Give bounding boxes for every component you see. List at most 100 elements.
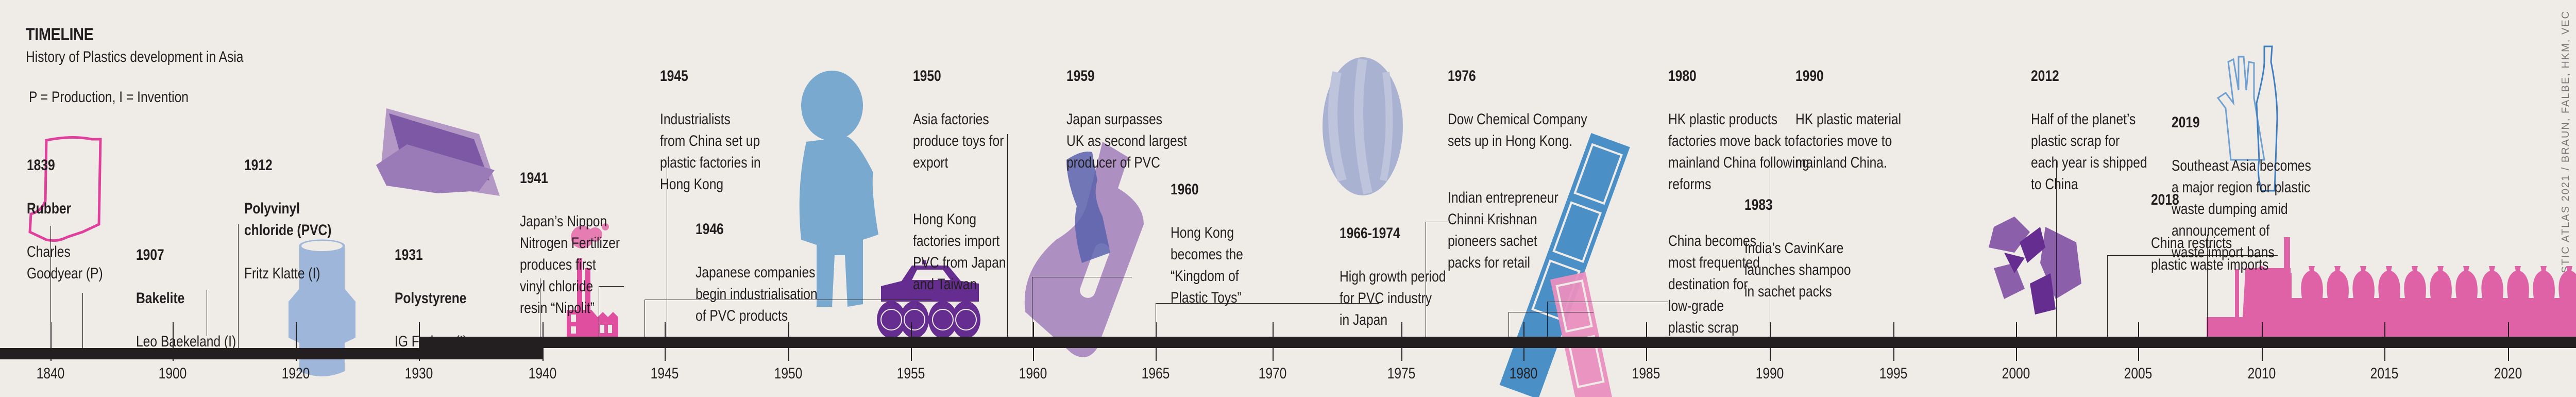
event-1907: 1907 Bakelite Leo Baekeland (I) [136, 223, 236, 374]
leader-line-1946 [599, 286, 624, 337]
leader-line-2019 [2207, 235, 2294, 337]
leader-line-1966 [1156, 303, 1379, 337]
event-year: 1980 [1668, 68, 1697, 85]
glove-and-bottle-icon [2216, 45, 2278, 192]
tick-label: 2005 [2124, 365, 2153, 382]
event-heading: Polyvinyl chloride (PVC) [244, 200, 332, 239]
tick-label: 1995 [1879, 365, 1908, 382]
event-text: India’s CavinKare launches shampoo in sa… [1744, 240, 1851, 300]
tick-label: 1960 [1019, 365, 1047, 382]
event-1950: 1950 Asia factories produce toys for exp… [913, 44, 1006, 317]
event-heading: Bakelite [136, 290, 185, 307]
event-year: 1950 [913, 68, 941, 85]
leader-line-1983 [1547, 302, 1668, 337]
event-text: Charles Goodyear (P) [27, 243, 103, 282]
tick-label: 1940 [528, 365, 557, 382]
tick-label: 1975 [1387, 365, 1416, 382]
event-1976: 1976 Dow Chemical Company sets up in Hon… [1448, 44, 1587, 295]
tick-label: 1920 [281, 365, 310, 382]
page-title: TIMELINE [26, 25, 94, 44]
event-text: Fritz Klatte (I) [244, 265, 320, 282]
event-text: IG Farben (I) [395, 333, 467, 350]
legend: P = Production, I = Invention [29, 89, 189, 106]
leader-line-1980 [1509, 312, 1594, 337]
event-text: HK plastic products factories move back … [1668, 111, 1809, 193]
event-text: Dow Chemical Company sets up in Hong Kon… [1448, 111, 1587, 150]
event-heading: Rubber [27, 200, 72, 217]
tick-label: 1965 [1141, 365, 1170, 382]
event-year: 2012 [2031, 68, 2059, 85]
tick-label: 1970 [1258, 365, 1287, 382]
event-year: 1941 [520, 170, 548, 187]
tick-label: 1985 [1632, 365, 1660, 382]
tick-label: 2000 [2002, 365, 2030, 382]
event-year: 1945 [660, 68, 688, 85]
tick-label: 1900 [158, 365, 187, 382]
event-text: High growth period for PVC industry in J… [1340, 268, 1446, 328]
event-1980: 1980 HK plastic products factories move … [1668, 44, 1809, 360]
tick-label: 2020 [2494, 365, 2522, 382]
event-text-secondary: China becomes most frequented destinatio… [1668, 233, 1760, 336]
event-2019: 2019 Southeast Asia becomes a major regi… [2172, 90, 2311, 285]
lunchbox-icon [376, 108, 500, 196]
event-year: 1946 [696, 221, 724, 238]
event-text: Japan surpasses UK as second largest pro… [1066, 111, 1187, 171]
event-year: 1990 [1795, 68, 1824, 85]
leader-line-1976 [1426, 222, 1524, 337]
crushed-bottle-icon [1066, 152, 1110, 263]
event-1966-1974: 1966-1974 High growth period for PVC ind… [1340, 201, 1446, 353]
leader-line-1959 [1007, 134, 1033, 337]
event-1960: 1960 Hong Kong becomes the “Kingdom of P… [1171, 157, 1243, 330]
event-year: 1959 [1066, 68, 1095, 85]
event-text: Leo Baekeland (I) [136, 333, 236, 350]
event-1839: 1839 Rubber Charles Goodyear (P) [27, 133, 103, 306]
event-year: 2018 [2151, 191, 2179, 208]
cargo-ship-icon [2207, 237, 2576, 338]
leader-line-1945 [667, 160, 697, 337]
event-1931: 1931 Polystyrene IG Farben (I) [395, 223, 467, 374]
factory-icon [567, 223, 618, 337]
child-silhouette-icon [799, 71, 878, 307]
event-year: 1912 [244, 157, 273, 174]
event-text: Southeast Asia becomes a major region fo… [2172, 157, 2311, 261]
timeline-bar-lower [0, 348, 543, 359]
leader-line-1960 [1032, 277, 1132, 337]
event-year: 1907 [136, 246, 164, 263]
event-1959: 1959 Japan surpasses UK as second larges… [1066, 44, 1187, 195]
event-1983: 1983 India’s CavinKare launches shampoo … [1744, 173, 1851, 324]
event-year: 1960 [1171, 181, 1199, 198]
tick-label: 1950 [774, 365, 803, 382]
pipe-fitting-icon [289, 239, 355, 376]
event-1945: 1945 Industrialists from China set up pl… [660, 44, 761, 217]
timeline-bar-upper [419, 337, 2576, 348]
event-text: Japanese companies begin industrialisati… [696, 264, 818, 324]
event-1946: 1946 Japanese companies begin industrial… [696, 197, 818, 349]
event-text: HK plastic material factories move to ma… [1795, 111, 1902, 171]
rubber-boot-icon [28, 136, 102, 242]
leader-line-1907 [82, 293, 89, 348]
event-year: 2019 [2172, 114, 2200, 131]
event-heading: Polystyrene [395, 290, 467, 307]
event-text: Industrialists from China set up plastic… [660, 111, 761, 193]
tick-label: 1840 [36, 365, 65, 382]
tick-label: 1990 [1755, 365, 1784, 382]
tick-label: 2010 [2247, 365, 2276, 382]
leader-line-1950 [645, 300, 931, 337]
event-year: 1839 [27, 157, 55, 174]
event-year: 1976 [1448, 68, 1476, 85]
tick-label: 1955 [896, 365, 925, 382]
event-text-secondary: Indian entrepreneur Chinni Krishnan pion… [1448, 189, 1558, 271]
event-text: Half of the planet’s plastic scrap for e… [2031, 111, 2147, 193]
page-subtitle: History of Plastics development in Asia [26, 48, 244, 65]
tick-label: 2015 [2370, 365, 2399, 382]
event-1941: 1941 Japan’s Nippon Nitrogen Fertilizer … [520, 146, 620, 341]
leader-line-1839 [50, 226, 51, 348]
leader-line-1931 [199, 290, 207, 336]
event-text: China restricts plastic waste imports [2151, 235, 2269, 273]
tick-label: 1930 [404, 365, 433, 382]
tick-label: 1980 [1509, 365, 1538, 382]
tick-label: 1945 [650, 365, 679, 382]
event-text-secondary: Hong Kong factories import PVC from Japa… [913, 211, 1006, 293]
leader-line-1912 [89, 224, 239, 348]
event-1912: 1912 Polyvinyl chloride (PVC) Fritz Klat… [244, 133, 331, 306]
